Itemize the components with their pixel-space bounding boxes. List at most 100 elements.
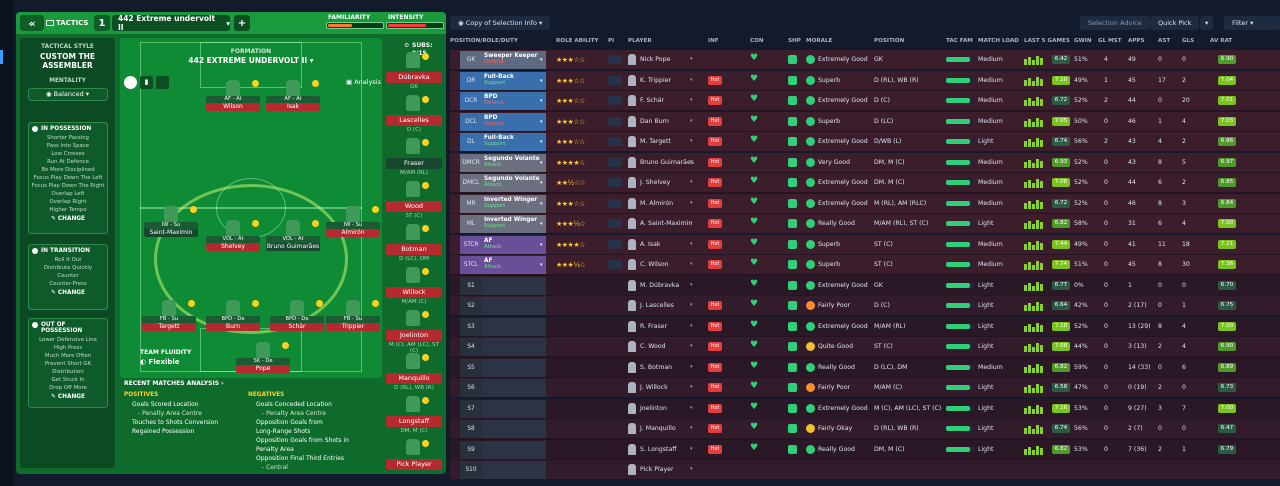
add-tactic-button[interactable]: +	[234, 15, 250, 31]
filter-button[interactable]: Filter ▾	[1224, 16, 1280, 30]
position-cell[interactable]: S6	[460, 379, 548, 397]
player-instructions-icon[interactable]	[608, 137, 622, 146]
in-possession-box[interactable]: IN POSSESSION Shorter Passing Pass Into S…	[28, 122, 108, 234]
position-iw-right[interactable]: IW - Su Almirón	[326, 222, 380, 237]
position-bpd-left[interactable]: BPD - De Burn	[206, 316, 260, 331]
position-cell[interactable]: GK Sweeper Keeper Defend ▾	[460, 51, 548, 69]
position-cell[interactable]: S8	[460, 420, 548, 438]
position-fb-right[interactable]: FB - Su Trippier	[326, 316, 380, 331]
player-name[interactable]: A. Isak	[640, 240, 661, 248]
player-instructions-icon[interactable]	[608, 178, 622, 187]
table-row[interactable]: S3 R. Fraser ▾ Hot ♥ Extremely Good M/AM (RL) L…	[450, 316, 1280, 337]
player-name[interactable]: J. Willock	[640, 384, 668, 391]
in-transition-change-button[interactable]: ✎ CHANGE	[50, 290, 86, 296]
table-row[interactable]: S2 J. Lascelles ▾ Hot ♥ Fairly Poor D (C) Light…	[450, 296, 1280, 316]
player-name[interactable]: C. Wood	[640, 343, 666, 350]
analysis-button[interactable]: ▣ Analysis	[346, 78, 381, 86]
back-button[interactable]: «	[20, 15, 44, 31]
column-header[interactable]: MATCH LOAD	[978, 38, 1019, 44]
player-name[interactable]: M. Targett	[640, 138, 671, 145]
player-instructions-icon[interactable]	[608, 219, 622, 228]
position-cell[interactable]: DMCR Segundo Volante Attack ▾	[460, 153, 548, 172]
position-cell[interactable]: S3	[460, 317, 548, 336]
player-instructions-icon[interactable]	[608, 198, 622, 208]
copy-selection-button[interactable]: ◉ Copy of Selection Info ▾	[450, 16, 551, 30]
column-header[interactable]: PLAYER	[628, 38, 652, 44]
table-row[interactable]: DR Full-Back Support ▾ ★★★☆☆ K. Trippier ▾ Hot ♥…	[450, 70, 1280, 91]
table-row[interactable]: STCR AF Attack ▾ ★★★★☆ A. Isak ▾ Hot ♥ Superb ST (…	[450, 234, 1280, 255]
position-cell[interactable]: S7	[460, 399, 548, 418]
column-header[interactable]: PI	[608, 38, 615, 44]
out-of-possession-box[interactable]: OUT OF POSSESSION Lower Defensive Line Hi…	[28, 318, 108, 408]
analysis-title-link[interactable]: RECENT MATCHES ANALYSIS ›	[124, 380, 224, 387]
position-fb-left[interactable]: FB - Su Targett	[142, 316, 196, 331]
table-row[interactable]: STCL AF Attack ▾ ★★★½☆ C. Wilson ▾ Hot ♥ Superb ST…	[450, 255, 1280, 275]
table-row[interactable]: GK Sweeper Keeper Defend ▾ ★★★☆☆ Nick Pope ▾ ♥ E…	[450, 50, 1280, 70]
sub-player[interactable]: Wood	[386, 201, 442, 212]
table-row[interactable]: S8 J. Manquillo ▾ Hot ♥ Fairly Okay D (RL), WB…	[450, 419, 1280, 439]
table-row[interactable]: DCL BPD Defend ▾ ★★★☆☆ Dan Burn ▾ Hot ♥ Superb D (…	[450, 111, 1280, 132]
column-header[interactable]: POSITION/ROLE/DUTY	[450, 38, 518, 44]
position-sk[interactable]: SK - De Pope	[236, 358, 290, 373]
position-af-right[interactable]: AF - At Isak	[266, 96, 320, 111]
player-name[interactable]: Pick Player	[640, 466, 674, 473]
column-header[interactable]: AV RAT	[1210, 38, 1233, 44]
player-name[interactable]: J. Shelvey	[640, 179, 671, 186]
selection-advice-button[interactable]: Selection Advice	[1080, 16, 1150, 30]
quick-pick-menu[interactable]: ▾	[1200, 16, 1214, 30]
position-cell[interactable]: S2	[460, 297, 548, 315]
position-cell[interactable]: DMCL Segundo Volante Attack ▾	[460, 174, 548, 192]
player-instructions-icon[interactable]	[608, 55, 622, 64]
player-name[interactable]: J. Manquillo	[640, 425, 676, 432]
familiarity-meter[interactable]	[326, 22, 384, 29]
player-instructions-icon[interactable]	[608, 239, 622, 249]
position-cell[interactable]: DL Full-Back Support ▾	[460, 133, 548, 151]
position-cell[interactable]: S5	[460, 358, 548, 377]
table-row[interactable]: DMCR Segundo Volante Attack ▾ ★★★★☆ Bruno Gui…	[450, 152, 1280, 173]
player-name[interactable]: J. Lascelles	[640, 302, 674, 309]
position-cell[interactable]: ML Inverted Winger Support ▾	[460, 215, 548, 233]
player-name[interactable]: R. Fraser	[640, 322, 668, 330]
table-row[interactable]: S10 Pick Player ▾	[450, 460, 1280, 480]
position-af-left[interactable]: AF - At Wilson	[206, 96, 260, 111]
position-iw-left[interactable]: IW - Su Saint-Maximin	[144, 222, 198, 237]
position-cell[interactable]: S10	[460, 461, 548, 479]
position-cell[interactable]: S4	[460, 338, 548, 356]
player-instructions-icon[interactable]	[608, 96, 622, 105]
column-header[interactable]: SHP	[788, 38, 801, 44]
tactic-name-dropdown[interactable]: 442 Extreme undervolt II ▾	[112, 14, 230, 32]
sub-player[interactable]: Willock	[386, 287, 442, 298]
position-cell[interactable]: DCR BPD Defend ▾	[460, 92, 548, 110]
in-transition-box[interactable]: IN TRANSITION Roll It Out Distribute Quic…	[28, 244, 108, 310]
table-row[interactable]: DCR BPD Defend ▾ ★★★☆☆ F. Schär ▾ Hot ♥ Extremely…	[450, 91, 1280, 111]
notes-icon[interactable]	[156, 76, 169, 89]
sub-player[interactable]: Manquillo	[386, 373, 442, 384]
position-cell[interactable]: S1	[460, 276, 548, 295]
column-header[interactable]: AST	[1158, 38, 1171, 44]
download-icon[interactable]	[124, 76, 137, 89]
table-row[interactable]: DMCL Segundo Volante Attack ▾ ★★½☆☆ J. Shelve…	[450, 173, 1280, 193]
player-name[interactable]: C. Wilson	[640, 261, 669, 268]
tactical-style-name-2[interactable]: ASSEMBLER	[42, 61, 93, 70]
player-name[interactable]: M. Dúbravka	[640, 281, 680, 289]
position-cell[interactable]: MR Inverted Winger Support ▾	[460, 194, 548, 213]
player-name[interactable]: Dan Burn	[640, 117, 669, 125]
table-row[interactable]: S9 S. Longstaff ▾ Hot ♥ Really Good DM, M (C) L…	[450, 439, 1280, 460]
team-fluidity-value[interactable]: ◐ Flexible	[140, 358, 180, 366]
column-header[interactable]: LAST 5 GAMES	[1024, 38, 1070, 44]
table-row[interactable]: S5 S. Botman ▾ Hot ♥ Really Good D (LC), DM Med…	[450, 357, 1280, 378]
position-cell[interactable]: DCL BPD Defend ▾	[460, 112, 548, 131]
sub-player[interactable]: Longstaff	[386, 416, 442, 427]
player-name[interactable]: K. Trippier	[640, 76, 672, 84]
player-name[interactable]: S. Longstaff	[640, 445, 677, 453]
intensity-meter[interactable]	[386, 22, 444, 29]
column-header[interactable]: APPS	[1128, 38, 1145, 44]
table-row[interactable]: S4 C. Wood ▾ Hot ♥ Quite Good ST (C) Light 7.08 4…	[450, 337, 1280, 357]
column-header[interactable]: INF	[708, 38, 719, 44]
table-row[interactable]: S6 J. Willock ▾ Hot ♥ Fairly Poor M/AM (C) Ligh…	[450, 378, 1280, 398]
position-cell[interactable]: STCL AF Attack ▾	[460, 256, 548, 274]
tactical-style-name-1[interactable]: CUSTOM THE	[39, 52, 96, 61]
player-instructions-icon[interactable]	[608, 157, 622, 167]
player-name[interactable]: Joelinton	[640, 404, 667, 412]
player-name[interactable]: S. Botman	[640, 363, 673, 371]
